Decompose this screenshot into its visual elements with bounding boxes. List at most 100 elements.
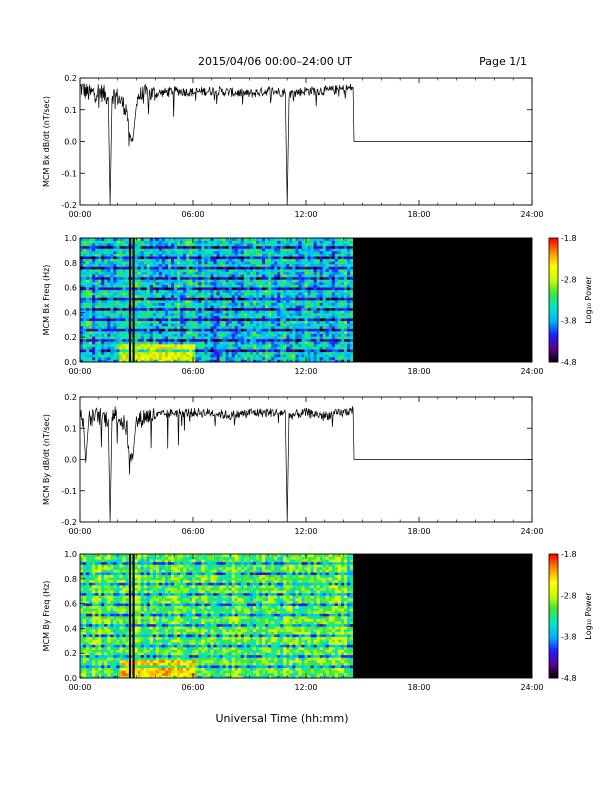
spectrogram-cell [249,281,254,285]
spectrogram-cell [347,256,351,260]
spectrogram-cell [189,323,193,327]
spectrogram-cell [171,336,175,340]
spectrogram-cell [228,297,233,301]
spectrogram-cell [295,274,299,278]
spectrogram-cell [167,297,172,301]
spectrogram-cell [280,287,284,291]
spectrogram-cell [198,269,202,272]
spectrogram-cell [337,333,342,337]
spectrogram-cell [262,320,266,324]
spectrogram-cell [171,276,175,280]
spectrogram-cell [213,349,217,353]
spectrogram-cell [228,302,233,306]
spectrogram-cell [262,261,266,265]
spectrogram-cell [92,662,96,666]
spectrogram-cell [259,238,263,241]
spectrogram-cell [350,325,354,329]
spectrogram-cell [249,261,254,265]
spectrogram-cell [347,300,351,303]
spectrogram-cell [240,305,245,309]
spectrogram-cell [334,289,339,293]
spectrogram-cell [207,312,211,316]
spectrogram-cell [164,263,169,267]
spectrogram-cell [140,349,145,353]
spectrogram-cell [252,289,257,293]
spectrogram-cell [122,243,126,247]
spectrogram-cell [92,284,96,288]
spectrogram-cell [95,318,99,322]
spectrogram-cell [249,253,254,257]
spectrogram-cell [152,269,157,272]
spectrogram-cell [80,616,84,619]
spectrogram-cell [216,253,220,257]
spectrogram-cell [343,250,348,254]
spectrogram-cell [83,269,87,272]
spectrogram-cell [252,305,257,309]
spectrogram-cell [213,281,217,285]
spectrogram-cell [146,336,151,340]
spectrogram-cell [347,341,351,345]
spectrogram-cell [98,595,102,599]
spectrogram-cell [283,292,287,296]
spectrogram-cell [92,556,96,560]
colorbar-swatch [549,266,558,270]
spectrogram-cell [334,310,339,314]
spectrogram-cell [295,287,299,291]
spectrogram-cell [265,307,269,311]
spectrogram-cell [313,284,318,288]
spectrogram-cell [92,600,96,604]
spectrogram-cell [340,287,345,291]
spectrogram-cell [343,346,348,350]
spectrogram-cell [195,261,199,265]
spectrogram-cell [292,315,296,319]
spectrogram-cell [331,356,336,360]
colorbar-swatch [549,316,558,320]
spectrogram-cell [152,325,157,329]
spectrogram-cell [198,320,202,324]
spectrogram-cell [140,300,145,303]
spectrogram-cell [216,336,220,340]
spectrogram-cell [292,318,296,322]
spectrogram-cell [192,238,196,241]
spectrogram-cell [158,261,163,265]
spectrogram-cell [107,250,111,254]
spectrogram-cell [113,276,117,280]
spectrogram-cell [186,248,190,252]
spectrogram-cell [301,284,305,288]
spectrogram-cell [92,346,96,350]
spectrogram-cell [234,325,239,329]
data-gap-bar [132,238,135,362]
spectrogram-cell [107,349,111,353]
spectrogram-cell [219,302,224,306]
spectrogram-cell [350,271,354,275]
spectrogram-cell [177,343,181,347]
spectrogram-cell [350,248,354,252]
spectrogram-cell [340,245,345,249]
spectrogram-cell [161,307,166,311]
spectrogram-cell [243,256,248,260]
spectrogram-cell [86,641,90,645]
spectrogram-cell [316,343,321,347]
spectrogram-cell [204,240,208,244]
spectrogram-cell [95,258,99,262]
spectrogram-cell [101,289,105,293]
spectrogram-cell [331,354,336,358]
spectrogram-cell [167,248,172,252]
spectrogram-cell [295,266,299,270]
spectrogram-cell [340,289,345,293]
spectrogram-cell [137,346,142,350]
spectrogram-cell [110,281,114,285]
spectrogram-cell [86,333,90,337]
spectrogram-cell [301,261,305,265]
spectrogram-cell [80,621,84,625]
spectrogram-cell [225,269,230,272]
spectrogram-cell [152,289,157,293]
spectrogram-cell [180,325,184,329]
spectrogram-cell [89,579,93,583]
spectrogram-cell [231,312,236,316]
spectrogram-cell [225,243,230,247]
spectrogram-cell [95,621,99,625]
spectrogram-cell [180,328,184,332]
colorbar-swatch [549,283,558,287]
spectrogram-cell [83,266,87,270]
